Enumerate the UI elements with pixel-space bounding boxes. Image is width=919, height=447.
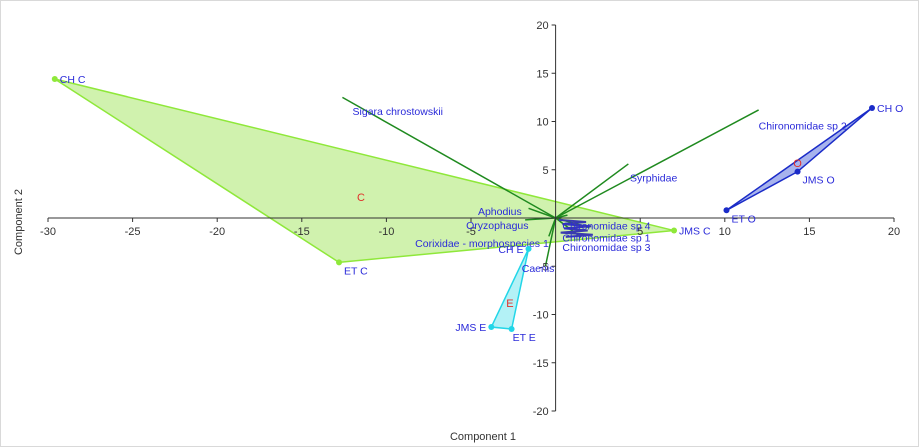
data-point: [508, 325, 515, 332]
group-hull-o: [726, 107, 873, 211]
loading-label: Chironomidae sp 4: [562, 221, 650, 233]
loading-vector: [544, 217, 557, 267]
y-tick-label: -5: [539, 261, 549, 273]
y-tick-label: -15: [533, 358, 549, 370]
loading-label: Syrphidae: [630, 172, 677, 184]
point-label: JMS O: [803, 175, 835, 187]
x-tick-label: 15: [803, 226, 815, 238]
x-tick-label: -20: [209, 226, 225, 238]
y-tick-label: -20: [533, 406, 549, 418]
y-axis-label: Component 2: [13, 189, 25, 255]
point-label: CH O: [877, 103, 903, 115]
point-label: ET C: [344, 265, 368, 277]
loading-label: Chironomidae sp 2: [759, 120, 847, 132]
x-tick-label: 5: [637, 226, 643, 238]
group-label-e: E: [506, 298, 513, 310]
x-tick-label: 20: [888, 226, 900, 238]
loading-label: Aphodius: [478, 206, 522, 218]
data-point: [488, 324, 495, 331]
point-label: ET E: [513, 332, 536, 344]
axes: -30 -25 -20 -15 -10 -5 5 10 15 20 -20 -15 -10 -5 5 10 15…: [40, 20, 900, 418]
y-tick-label: 15: [536, 68, 548, 80]
loading-vector: [342, 96, 556, 219]
group-hull-c: [54, 78, 675, 264]
y-tick-label: 5: [542, 165, 548, 177]
loading-vector: [555, 163, 629, 219]
loading-vector: [555, 109, 759, 219]
point-label: CH C: [60, 74, 86, 86]
y-tick-label: 20: [536, 20, 548, 32]
data-point: [525, 245, 532, 252]
group-points: CH C ET C JMS C CH E JMS E ET E CH O JMS O ET O: [51, 74, 903, 344]
x-tick-label: -30: [40, 226, 56, 238]
data-point: [671, 227, 678, 234]
point-label: JMS C: [679, 226, 711, 238]
data-point: [794, 168, 801, 175]
loading-label: Chironomidae sp 3: [562, 242, 650, 254]
group-label-o: O: [793, 158, 802, 170]
point-label: ET O: [731, 213, 755, 225]
x-tick-label: -10: [378, 226, 394, 238]
loading-label: Caenis: [522, 263, 555, 275]
loading-label: Sigara chrostowskii: [353, 106, 443, 118]
loading-labels: Sigara chrostowskii Chironomidae sp 2 Syrp…: [353, 106, 847, 275]
data-point: [51, 76, 58, 83]
loading-vector: [528, 207, 556, 219]
x-tick-label: 10: [719, 226, 731, 238]
overlapping-labels-scribble: [558, 218, 593, 238]
x-tick-label: -25: [125, 226, 141, 238]
loading-label: Oryzophagus: [466, 220, 528, 232]
loading-label: Chironomidae sp 1: [562, 232, 650, 244]
group-hull-e: [490, 248, 530, 330]
y-tick-label: -10: [533, 310, 549, 322]
loading-label: Corixidae - morphospecies 1: [415, 238, 549, 250]
group-label-c: C: [357, 192, 365, 204]
x-axis-label: Component 1: [450, 431, 516, 443]
x-tick-label: -5: [466, 226, 476, 238]
loading-vectors: [342, 96, 759, 267]
data-point: [723, 207, 730, 214]
point-label: JMS E: [455, 322, 486, 334]
y-tick-label: 10: [536, 117, 548, 129]
x-tick-label: -15: [294, 226, 310, 238]
group-hulls: C E O: [54, 78, 873, 330]
data-point: [869, 104, 876, 111]
data-point: [336, 259, 343, 266]
point-label: CH E: [498, 244, 523, 256]
